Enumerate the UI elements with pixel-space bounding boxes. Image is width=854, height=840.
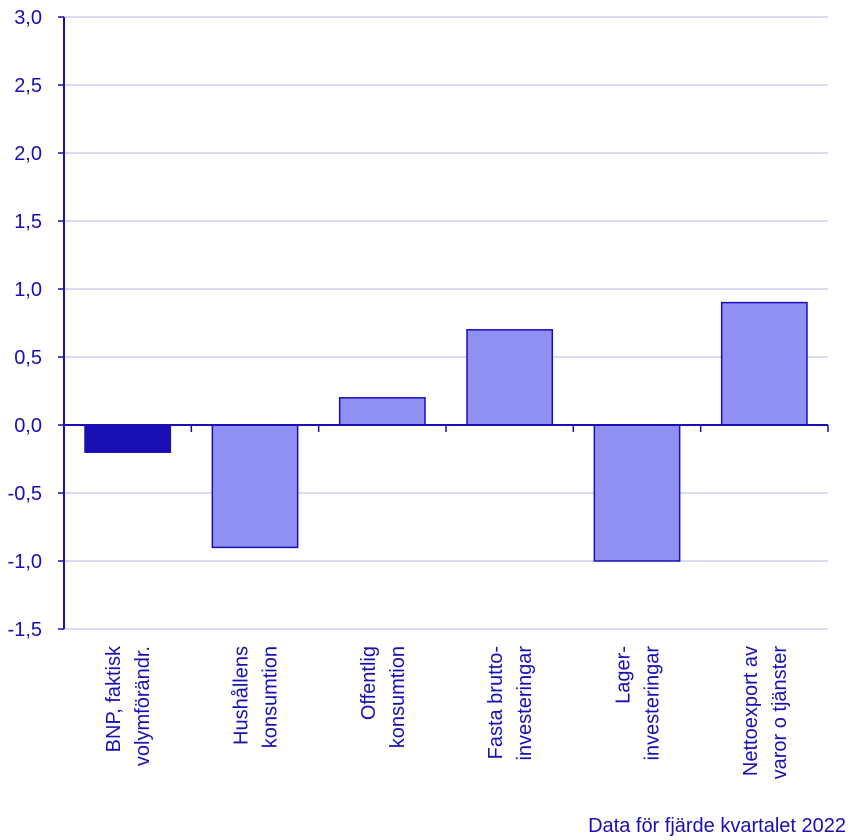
x-category-label: BNP, faktisk volymförändr. [103,645,154,766]
x-category-label-line: BNP, faktisk [103,645,125,752]
x-category-label: Lager-investeringar [613,646,664,761]
x-category-label-line: investeringar [642,646,664,761]
x-category-label-line: Hushållens [231,646,253,745]
x-category-label-line: Offentlig [358,646,380,720]
axes [58,16,829,630]
bar [593,424,681,562]
bar [466,329,554,426]
y-tick-label: 1,0 [14,279,42,301]
bar [211,424,299,549]
x-category-label-line: investeringar [514,646,536,761]
y-tick-label: 2,5 [14,75,42,97]
x-category-label: Nettoexport av varor o tjänster [740,646,791,780]
y-tick-label: -1,5 [8,619,42,641]
gridlines [64,16,828,630]
bar [84,424,172,453]
y-tick-label: 0,0 [14,415,42,437]
y-tick-label: -1,0 [8,551,42,573]
x-category-label: Offentlig konsumtion [358,646,409,748]
bar [720,301,808,426]
y-tick-label: 3,0 [14,7,42,29]
x-category-label-line: volymförändr. [132,646,154,766]
y-tick-label: 1,5 [14,211,42,233]
y-tick-labels: -1,5 -1,0 -0,5 0,0 0,5 1,0 1,5 2,0 2,5 3,0 [8,7,42,641]
x-category-label-line: Fasta brutto- [485,646,507,759]
y-tick-label: 0,5 [14,347,42,369]
bars [84,301,808,562]
x-category-label-line: konsumtion [260,646,282,748]
x-category-label-line: varor o tjänster [769,646,791,780]
y-tick-label: -0,5 [8,483,42,505]
y-tick-label: 2,0 [14,143,42,165]
bar [338,397,426,426]
source-note: Data för fjärde kvartalet 2022 [588,815,846,837]
x-category-label-line: Nettoexport av [740,646,762,776]
x-category-labels: BNP, faktisk volymförändr. Hushållens konsu… [103,645,791,779]
x-category-label-line: konsumtion [387,646,409,748]
x-category-label: Hushållens konsumtion [231,646,282,748]
x-category-label: Fasta brutto-investeringar [485,646,536,761]
x-category-label-line: Lager- [613,646,635,704]
